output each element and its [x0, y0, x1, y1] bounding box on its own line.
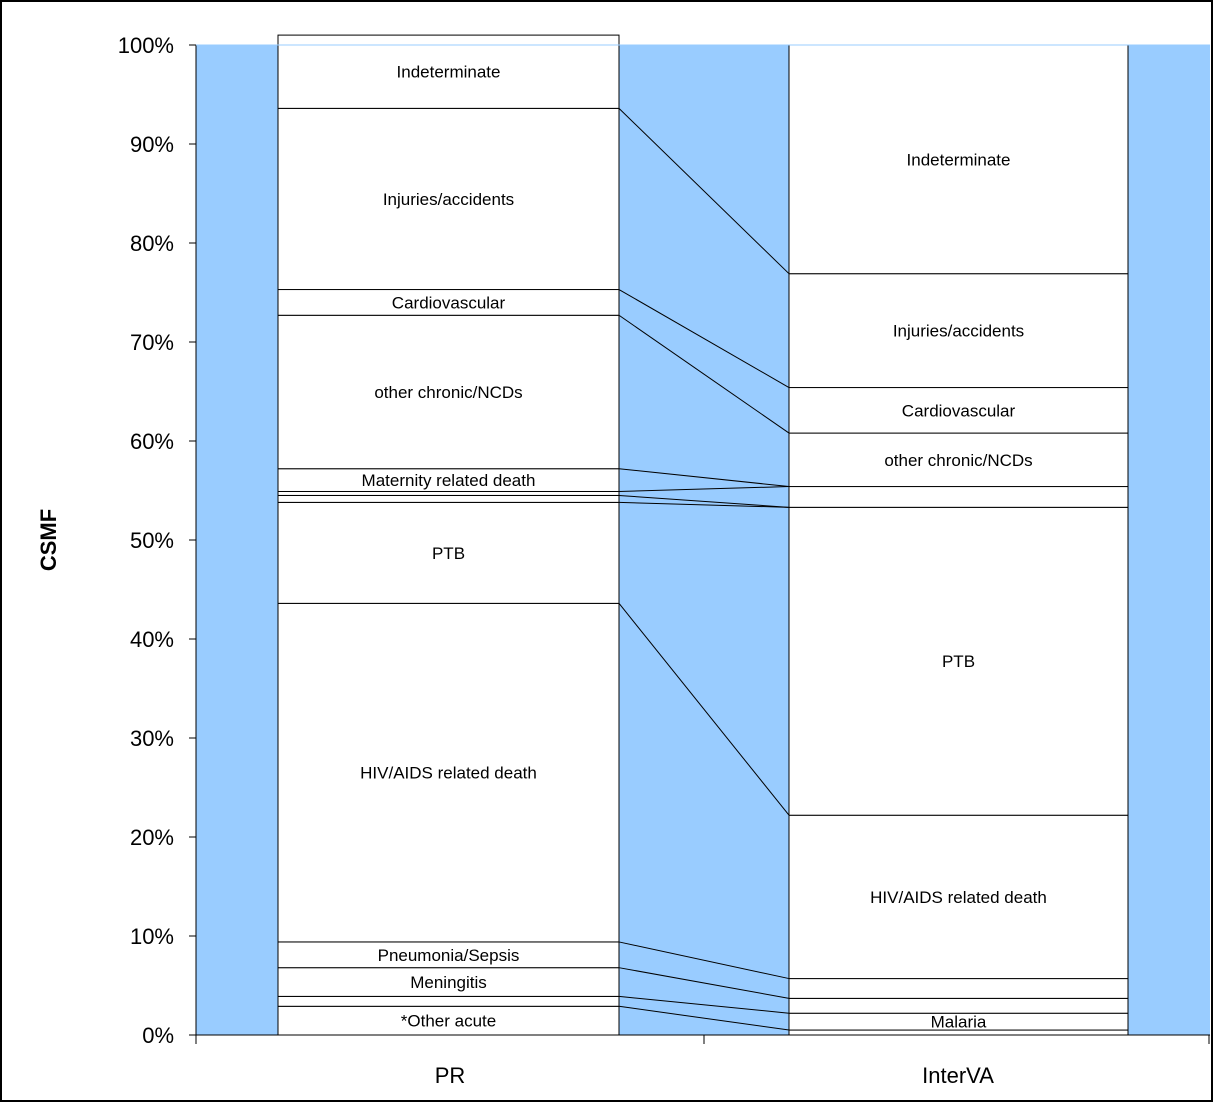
y-axis-title: CSMF: [36, 509, 61, 571]
y-tick-label: 90%: [130, 132, 174, 157]
segment-label: Pneumonia/Sepsis: [378, 946, 520, 965]
bar-segment: [788, 978, 1129, 999]
connector-line: [618, 1005, 790, 1031]
y-tick-label: 50%: [130, 528, 174, 553]
segment-label: *Other acute: [401, 1012, 496, 1031]
bar-segment: [788, 432, 1129, 488]
connector-line: [618, 289, 790, 388]
connector-line: [618, 468, 790, 488]
bar-segment: [277, 289, 620, 316]
y-tick-label: 20%: [130, 825, 174, 850]
bar-segment: [277, 995, 620, 1007]
segment-label: Indeterminate: [907, 150, 1011, 169]
y-tick-label: 60%: [130, 429, 174, 454]
segment-label: other chronic/NCDs: [884, 451, 1032, 470]
bar-segment: [277, 34, 620, 109]
segment-label: Injuries/accidents: [893, 322, 1024, 341]
bar-segment: [277, 314, 620, 470]
bar-segment: [277, 490, 620, 496]
connector-line: [618, 967, 790, 999]
bar-segment: [277, 967, 620, 997]
bar-segment: [277, 1005, 620, 1036]
segment-label: other chronic/NCDs: [374, 383, 522, 402]
y-tick-label: 30%: [130, 726, 174, 751]
segment-label: HIV/AIDS related death: [870, 888, 1047, 907]
segment-label: Cardiovascular: [902, 401, 1016, 420]
bar-segment: [788, 506, 1129, 816]
segment-label: PTB: [942, 652, 975, 671]
y-tick-label: 10%: [130, 924, 174, 949]
segment-label: Maternity related death: [362, 471, 536, 490]
bar-segment: [277, 107, 620, 291]
connector-line: [618, 494, 790, 508]
y-tick-label: 80%: [130, 231, 174, 256]
connector-line: [618, 603, 790, 816]
bar-segment: [788, 814, 1129, 980]
x-category-label: InterVA: [922, 1063, 994, 1088]
y-tick-label: 0%: [142, 1023, 174, 1048]
segment-label: Meningitis: [410, 973, 487, 992]
bar-segment: [788, 44, 1129, 275]
y-tick-label: 70%: [130, 330, 174, 355]
connector-line: [618, 941, 790, 980]
bar-segment: [277, 501, 620, 604]
segment-label: Cardiovascular: [392, 293, 506, 312]
segment-label: Indeterminate: [397, 63, 501, 82]
connector-line: [618, 995, 790, 1014]
connector-line: [618, 314, 790, 434]
connector-line: [618, 501, 790, 508]
bar-segment: [788, 997, 1129, 1014]
segment-label: HIV/AIDS related death: [360, 764, 537, 783]
y-tick-label: 40%: [130, 627, 174, 652]
y-tick-label: 100%: [118, 33, 174, 58]
segment-label: PTB: [432, 544, 465, 563]
x-category-label: PR: [435, 1063, 466, 1088]
bar-segment: [788, 273, 1129, 389]
bar-segment: [788, 387, 1129, 434]
segment-label: Malaria: [931, 1013, 987, 1032]
segment-label: Injuries/accidents: [383, 190, 514, 209]
bar-segment: [277, 941, 620, 969]
connector-line: [618, 108, 790, 275]
bar-segment: [788, 486, 1129, 508]
connector-line: [618, 486, 790, 492]
bar-segment: [277, 494, 620, 503]
